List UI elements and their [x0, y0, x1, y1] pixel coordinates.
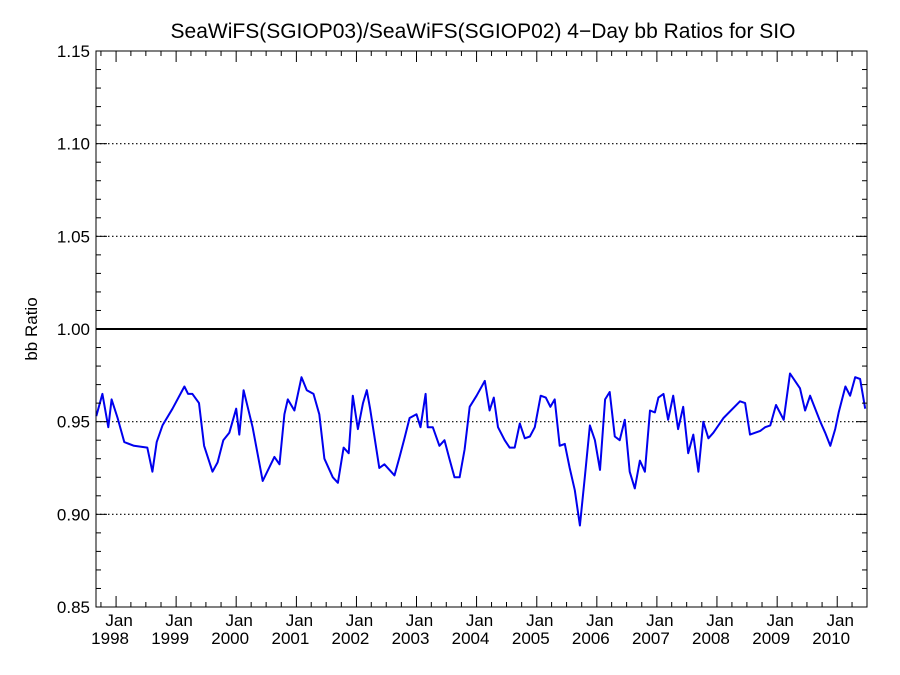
x-tick-month-label: Jan: [406, 611, 433, 630]
grid-lines: [96, 143, 867, 515]
x-tick-year-label: 1999: [151, 629, 189, 648]
y-tick-label: 0.85: [57, 598, 90, 617]
y-tick-label: 0.95: [57, 413, 90, 432]
y-axis-label: bb Ratio: [22, 297, 41, 360]
x-tick-year-label: 2009: [752, 629, 790, 648]
y-tick-label: 1.15: [57, 42, 90, 61]
y-tick-labels: 0.85 0.90 0.95 1.00 1.05 1.10 1.15: [57, 42, 90, 617]
x-tick-month-label: Jan: [466, 611, 493, 630]
x-tick-month-label: Jan: [286, 611, 313, 630]
series-line: [95, 372, 867, 527]
x-tick-month-label: Jan: [225, 611, 252, 630]
x-tick-year-label: 2000: [211, 629, 249, 648]
y-tick-label: 1.00: [57, 320, 90, 339]
x-tick-month-label: Jan: [105, 611, 132, 630]
series-group: [95, 372, 867, 527]
x-tick-year-label: 1998: [91, 629, 129, 648]
x-tick-year-label: 2003: [392, 629, 430, 648]
y-tick-label: 1.10: [57, 135, 90, 154]
y-tick-label: 0.90: [57, 505, 90, 524]
x-tick-year-label: 2006: [572, 629, 610, 648]
x-tick-year-label: 2008: [692, 629, 730, 648]
x-tick-year-label: 2004: [452, 629, 490, 648]
x-tick-month-label: Jan: [646, 611, 673, 630]
x-tick-month-label: Jan: [586, 611, 613, 630]
x-tick-year-label: 2010: [812, 629, 850, 648]
axis-ticks: [96, 50, 868, 608]
x-tick-month-label: Jan: [346, 611, 373, 630]
y-tick-label: 1.05: [57, 227, 90, 246]
x-tick-month-label: Jan: [165, 611, 192, 630]
x-tick-year-label: 2002: [332, 629, 370, 648]
x-tick-month-label: Jan: [827, 611, 854, 630]
x-tick-month-label: Jan: [706, 611, 733, 630]
x-tick-labels: Jan1998Jan1999Jan2000Jan2001Jan2002Jan20…: [91, 611, 854, 648]
x-tick-year-label: 2005: [512, 629, 550, 648]
x-tick-year-label: 2001: [271, 629, 309, 648]
chart-title: SeaWiFS(SGIOP03)/SeaWiFS(SGIOP02) 4−Day …: [171, 20, 796, 43]
x-tick-month-label: Jan: [766, 611, 793, 630]
x-tick-month-label: Jan: [526, 611, 553, 630]
x-tick-year-label: 2007: [632, 629, 670, 648]
